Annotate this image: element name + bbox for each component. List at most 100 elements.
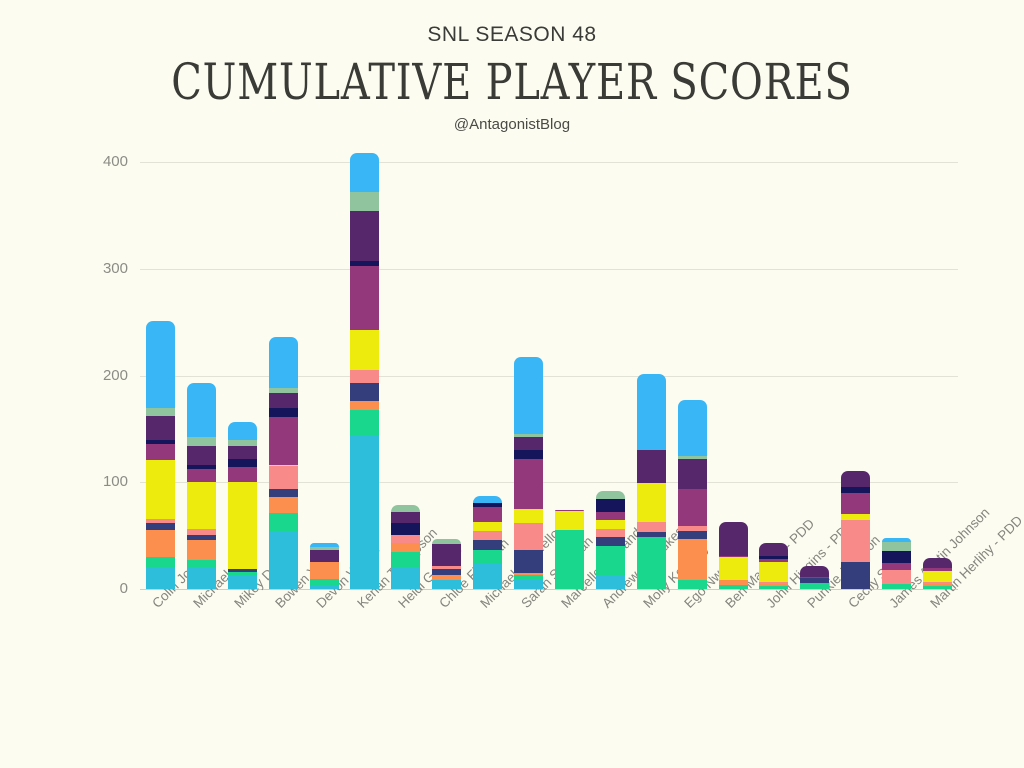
bar-segment-green: [309, 579, 339, 585]
bar-segment-orange: [432, 575, 462, 581]
bar-segment-yellow: [554, 511, 584, 531]
bar-segment-cyan: [186, 567, 216, 589]
bar-kenan-thompson[interactable]: [350, 153, 380, 589]
bar-chloe-fineman[interactable]: [432, 538, 462, 589]
bar-segment-salmon: [145, 518, 175, 523]
bar-segment-magenta: [514, 458, 544, 509]
bar-michael-che[interactable]: [186, 382, 216, 589]
bar-segment-magenta: [677, 488, 707, 527]
gridline: [140, 162, 958, 163]
bar-segment-cyan: [350, 436, 380, 589]
bar-segment-cyan: [268, 531, 298, 589]
bar-segment-magenta: [554, 510, 584, 512]
y-axis-tick-label: 200: [102, 366, 128, 384]
bar-segment-navy: [473, 502, 503, 507]
bar-segment-cyan: [514, 580, 544, 589]
bar-james-austin-johnson[interactable]: [882, 537, 912, 589]
bar-segment-green: [227, 571, 257, 576]
bar-segment-magenta: [759, 559, 789, 563]
bar-punkie-johnson[interactable]: [800, 565, 830, 589]
gridline: [140, 268, 958, 270]
bar-segment-magenta: [145, 443, 175, 460]
bar-segment-orange: [514, 573, 544, 576]
bar-segment-magenta: [186, 469, 216, 483]
bar-segment-salmon: [350, 370, 380, 383]
bar-colin-jost[interactable]: [145, 321, 175, 589]
bar-devon-walker[interactable]: [309, 543, 339, 589]
bar-segment-purple: [677, 458, 707, 489]
bar-segment-orange: [309, 562, 339, 580]
bar-segment-indigo: [677, 531, 707, 539]
chart-header: SNL SEASON 48 Cumulative Player Scores @…: [0, 24, 1024, 132]
bar-segment-purple: [800, 565, 830, 578]
bar-segment-magenta: [800, 577, 830, 579]
bar-segment-indigo: [800, 578, 830, 583]
bar-segment-sage: [145, 407, 175, 417]
gridline: [140, 482, 958, 484]
bar-segment-yellow: [841, 514, 871, 520]
bar-john-higgins-pdd[interactable]: [759, 543, 789, 589]
bar-segment-cyan: [391, 567, 421, 589]
bar-segment-purple: [145, 416, 175, 440]
y-axis-tick-label: 100: [102, 473, 128, 491]
bar-segment-navy: [759, 555, 789, 560]
bar-heidi-gardner[interactable]: [391, 504, 421, 589]
bar-segment-green: [473, 549, 503, 565]
bar-segment-green: [554, 530, 584, 589]
bar-segment-salmon: [923, 581, 953, 584]
bar-segment-magenta: [473, 506, 503, 522]
bar-segment-skyblue: [350, 153, 380, 192]
bar-sarah-sherman[interactable]: [514, 357, 544, 589]
bar-segment-magenta: [718, 555, 748, 557]
bar-segment-salmon: [268, 466, 298, 489]
bar-segment-salmon: [186, 529, 216, 535]
bar-ben-marshall-pdd[interactable]: [718, 521, 748, 589]
bar-segment-skyblue: [882, 537, 912, 543]
bar-molly-kearney[interactable]: [636, 374, 666, 589]
bar-ego-nwodim[interactable]: [677, 400, 707, 589]
bar-segment-green: [759, 585, 789, 589]
bar-segment-indigo: [145, 522, 175, 531]
bar-segment-green: [268, 513, 298, 532]
bar-segment-skyblue: [268, 337, 298, 389]
bar-segment-magenta: [882, 563, 912, 570]
bar-michael-longfellow[interactable]: [473, 496, 503, 589]
bar-segment-salmon: [432, 565, 462, 569]
bar-segment-skyblue: [186, 382, 216, 438]
bar-segment-sage: [882, 542, 912, 551]
bar-segment-magenta: [350, 265, 380, 330]
y-axis-tick: 200: [82, 368, 128, 383]
bar-segment-yellow: [145, 459, 175, 519]
bar-segment-purple: [759, 543, 789, 556]
bar-segment-purple: [227, 445, 257, 459]
bar-bowen-yang[interactable]: [268, 337, 298, 589]
bar-andrew-dismukes[interactable]: [595, 490, 625, 589]
bar-segment-orange: [391, 543, 421, 552]
bar-segment-green: [636, 536, 666, 589]
bar-segment-magenta: [268, 417, 298, 466]
bar-marcello-hernandez[interactable]: [554, 510, 584, 589]
bar-segment-indigo: [432, 568, 462, 576]
bar-segment-yellow: [718, 556, 748, 581]
bar-segment-purple: [350, 211, 380, 262]
bar-segment-cyan: [309, 584, 339, 589]
bar-segment-yellow: [514, 508, 544, 523]
bar-segment-indigo: [595, 536, 625, 547]
bar-segment-salmon: [514, 522, 544, 550]
bar-segment-skyblue: [677, 400, 707, 456]
bar-segment-indigo: [841, 562, 871, 589]
bar-segment-cyan: [473, 564, 503, 589]
bar-segment-navy: [268, 407, 298, 418]
axis-baseline: [140, 589, 958, 590]
bar-segment-salmon: [759, 581, 789, 584]
bar-martin-herlihy-pdd[interactable]: [923, 558, 953, 589]
bar-segment-yellow: [350, 329, 380, 371]
bar-cecily-strong[interactable]: [841, 470, 871, 589]
bar-segment-sage: [268, 388, 298, 393]
bar-segment-orange: [677, 538, 707, 581]
bar-mikey-day[interactable]: [227, 422, 257, 589]
bar-segment-yellow: [759, 562, 789, 582]
bar-segment-cyan: [227, 575, 257, 589]
